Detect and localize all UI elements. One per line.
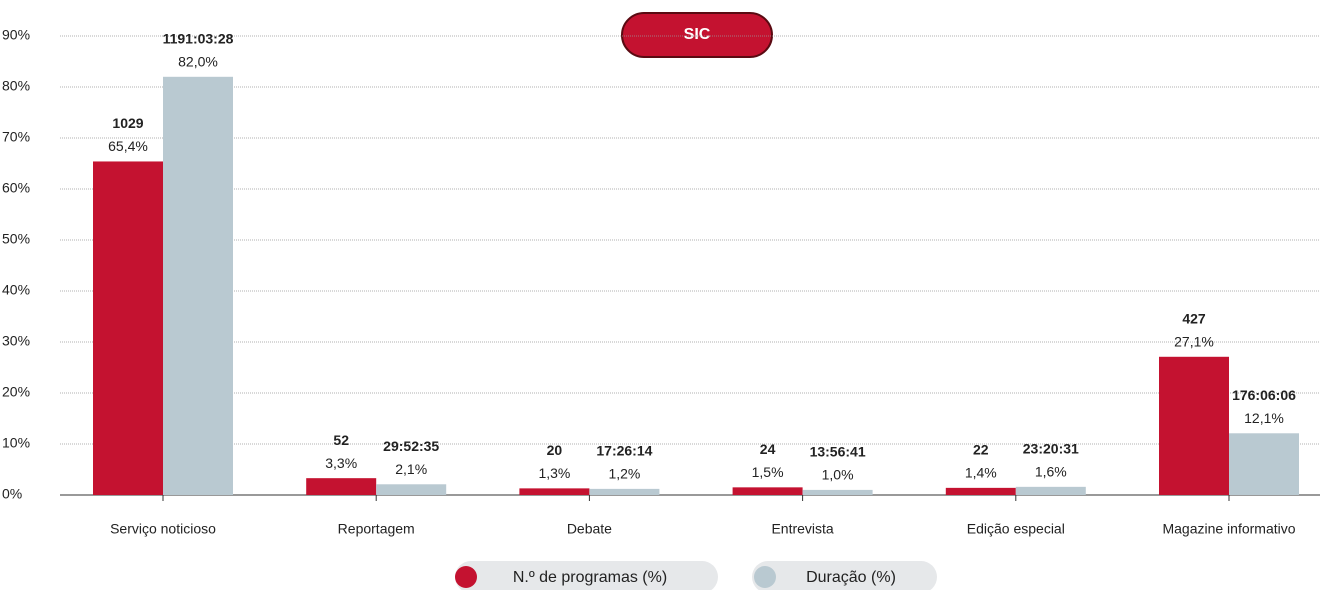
y-tick-label: 80% bbox=[2, 78, 30, 94]
y-tick-label: 90% bbox=[2, 27, 30, 43]
annotation: 20 bbox=[547, 442, 563, 458]
legend-label: Duração (%) bbox=[806, 569, 896, 586]
value-label: 1,4% bbox=[965, 465, 997, 481]
legend-pill bbox=[455, 561, 718, 590]
annotation: 24 bbox=[760, 441, 776, 457]
legend-label: N.º de programas (%) bbox=[513, 569, 667, 586]
legend-pill bbox=[752, 561, 937, 590]
bar bbox=[1015, 486, 1086, 495]
y-tick-label: 10% bbox=[2, 435, 30, 451]
bar bbox=[945, 487, 1016, 495]
x-tick-label: Serviço noticioso bbox=[110, 521, 216, 537]
annotation: 29:52:35 bbox=[383, 438, 439, 454]
y-tick-label: 0% bbox=[2, 486, 22, 502]
bar bbox=[1159, 356, 1229, 495]
annotation: 17:26:14 bbox=[596, 443, 652, 459]
chart-title: SIC bbox=[684, 26, 711, 43]
value-label: 82,0% bbox=[178, 54, 218, 70]
bar bbox=[519, 488, 590, 495]
value-label: 1,5% bbox=[752, 464, 784, 480]
y-tick-label: 50% bbox=[2, 231, 30, 247]
bar bbox=[802, 489, 873, 495]
bar bbox=[93, 161, 163, 495]
value-label: 1,0% bbox=[822, 467, 854, 483]
legend-swatch bbox=[455, 566, 477, 588]
annotation: 13:56:41 bbox=[810, 444, 866, 460]
annotation: 427 bbox=[1182, 310, 1206, 326]
value-label: 12,1% bbox=[1244, 410, 1284, 426]
value-label: 1,2% bbox=[608, 466, 640, 482]
x-tick-label: Reportagem bbox=[338, 521, 415, 537]
annotation: 52 bbox=[333, 432, 349, 448]
annotation: 22 bbox=[973, 442, 989, 458]
value-label: 65,4% bbox=[108, 138, 148, 154]
annotation: 176:06:06 bbox=[1232, 387, 1296, 403]
bar bbox=[163, 76, 233, 496]
x-tick-label: Edição especial bbox=[967, 521, 1065, 537]
x-tick-label: Magazine informativo bbox=[1162, 521, 1295, 537]
bar bbox=[732, 487, 803, 495]
bar bbox=[306, 478, 377, 495]
value-label: 27,1% bbox=[1174, 333, 1214, 349]
annotation: 1029 bbox=[112, 115, 143, 131]
value-label: 3,3% bbox=[325, 455, 357, 471]
x-tick-label: Entrevista bbox=[771, 521, 833, 537]
value-label: 1,3% bbox=[538, 465, 570, 481]
bar bbox=[1229, 433, 1299, 495]
y-tick-label: 40% bbox=[2, 282, 30, 298]
annotation: 23:20:31 bbox=[1023, 441, 1079, 457]
annotation: 1191:03:28 bbox=[163, 31, 234, 47]
legend-swatch bbox=[754, 566, 776, 588]
y-tick-label: 60% bbox=[2, 180, 30, 196]
x-tick-label: Debate bbox=[567, 521, 612, 537]
bar bbox=[589, 488, 660, 495]
y-tick-label: 70% bbox=[2, 129, 30, 145]
bar bbox=[376, 484, 447, 495]
title-badge bbox=[621, 12, 773, 58]
y-tick-label: 20% bbox=[2, 384, 30, 400]
y-tick-label: 30% bbox=[2, 333, 30, 349]
value-label: 1,6% bbox=[1035, 464, 1067, 480]
value-label: 2,1% bbox=[395, 461, 427, 477]
